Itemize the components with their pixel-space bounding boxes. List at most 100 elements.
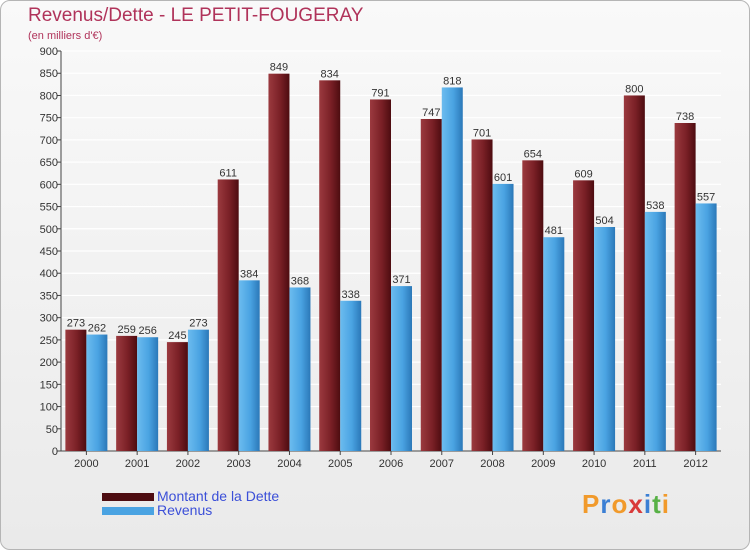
y-tick-label: 300 (40, 313, 58, 325)
logo-letter: t (652, 489, 662, 519)
bar-debt (522, 160, 544, 452)
legend-label-debt: Montant de la Dette (157, 488, 280, 504)
chart-subtitle: (en milliers d'€) (28, 30, 103, 42)
y-tick-label: 450 (40, 246, 58, 258)
axes: 0 50 100 150 200 250 300 350 400 450 500 550 600 650 7… (40, 46, 721, 470)
x-tick-label: 2010 (582, 458, 606, 470)
x-tick-label: 2006 (379, 458, 403, 470)
bar-debt (370, 99, 391, 451)
y-tick-label: 650 (40, 157, 58, 169)
x-tick-label: 2007 (430, 458, 454, 470)
data-label-revenue: 368 (291, 275, 309, 287)
bar-revenue (86, 334, 108, 451)
bar-revenue (492, 183, 514, 451)
legend-swatch-revenue (102, 507, 154, 515)
logo-letter: i (643, 489, 653, 519)
data-label-debt: 834 (321, 68, 339, 80)
x-tick-label: 2008 (480, 458, 504, 470)
y-tick-label: 900 (40, 46, 58, 58)
legend-label-revenue: Revenus (157, 502, 213, 518)
data-label-debt: 747 (422, 107, 440, 119)
x-tick-label: 2002 (176, 458, 200, 470)
legend-swatch-debt (102, 493, 154, 501)
y-tick-label: 500 (40, 224, 58, 236)
bar-revenue (340, 300, 362, 451)
logo-letter: x (628, 489, 644, 519)
data-label-revenue: 557 (697, 191, 715, 203)
data-label-debt: 701 (473, 127, 491, 139)
bar-revenue (594, 227, 616, 451)
bar-debt (319, 80, 341, 451)
bars (65, 73, 717, 452)
y-tick-label: 400 (40, 268, 58, 280)
data-label-debt: 259 (117, 324, 135, 336)
bar-revenue (238, 280, 260, 451)
bar-debt (420, 119, 442, 451)
logo-letter: r (600, 489, 612, 519)
bar-revenue (187, 329, 209, 451)
data-labels: 273 262 259 256 2452736113848493688343387913… (67, 62, 716, 342)
bar-revenue (543, 237, 565, 451)
data-label-revenue: 504 (595, 215, 613, 227)
data-label-debt: 611 (219, 167, 237, 179)
bar-revenue (695, 203, 717, 451)
x-tick-label: 2012 (683, 458, 707, 470)
y-tick-label: 100 (40, 402, 58, 414)
data-label-revenue: 262 (88, 323, 106, 335)
bar-debt (65, 329, 87, 451)
data-label-revenue: 338 (342, 289, 360, 301)
chart-title: Revenus/Dette - LE PETIT-FOUGERAY (28, 5, 364, 26)
data-label-debt: 273 (67, 318, 85, 330)
data-label-revenue: 256 (138, 325, 156, 337)
x-tick-label: 2009 (531, 458, 555, 470)
y-tick-label: 250 (40, 335, 58, 347)
bar-debt (623, 95, 645, 451)
data-label-revenue: 273 (189, 318, 207, 330)
x-tick-label: 2001 (125, 458, 149, 470)
logo-letter: P (582, 489, 601, 519)
x-tick-label: 2000 (74, 458, 98, 470)
x-tick-label: 2005 (328, 458, 352, 470)
y-tick-label: 150 (40, 379, 58, 391)
data-label-revenue: 371 (392, 274, 410, 286)
logo-letter: i (661, 489, 670, 519)
data-label-debt: 800 (625, 83, 643, 95)
y-tick-label: 600 (40, 179, 58, 191)
y-tick-label: 750 (40, 113, 58, 125)
y-tick-label: 550 (40, 202, 58, 214)
data-label-revenue: 384 (240, 268, 258, 280)
x-tick-label: 2003 (226, 458, 250, 470)
bar-debt (471, 139, 493, 451)
bar-debt (166, 342, 188, 451)
data-label-revenue: 601 (494, 172, 512, 184)
bar-revenue (391, 286, 412, 451)
bar-revenue (441, 87, 463, 451)
logo-letter: o (611, 489, 629, 519)
bar-debt (217, 179, 239, 451)
data-label-debt: 654 (524, 148, 542, 160)
y-tick-label: 800 (40, 90, 58, 102)
y-tick-label: 850 (40, 68, 58, 80)
data-label-debt: 245 (168, 330, 186, 342)
x-tick-label: 2004 (277, 458, 301, 470)
y-tick-label: 200 (40, 357, 58, 369)
bar-debt (573, 180, 595, 452)
bar-debt (116, 335, 138, 451)
bar-revenue (644, 211, 666, 451)
y-tick-label: 700 (40, 135, 58, 147)
bar-revenue (289, 287, 311, 451)
data-label-revenue: 481 (545, 225, 563, 237)
data-label-debt: 791 (371, 87, 389, 99)
data-label-revenue: 818 (443, 75, 461, 87)
bar-debt (674, 123, 696, 451)
y-tick-label: 50 (46, 424, 58, 436)
data-label-revenue: 538 (646, 200, 664, 212)
data-label-debt: 609 (574, 168, 592, 180)
y-tick-label: 0 (52, 446, 58, 458)
bar-revenue (137, 337, 159, 451)
data-label-debt: 849 (270, 62, 288, 74)
proxiti-logo: Proxiti (582, 489, 670, 520)
y-tick-label: 350 (40, 290, 58, 302)
